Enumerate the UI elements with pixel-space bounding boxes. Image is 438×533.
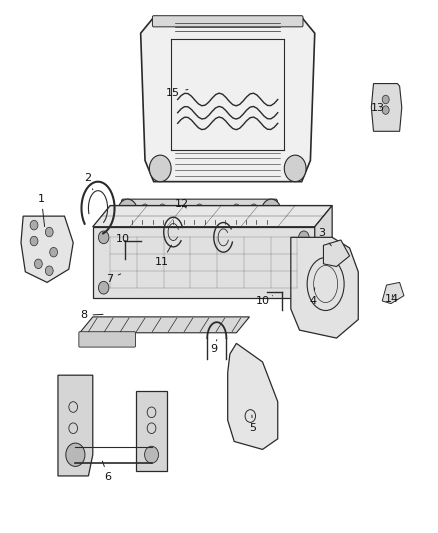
- Circle shape: [49, 247, 57, 257]
- Circle shape: [145, 446, 159, 463]
- Circle shape: [251, 204, 257, 213]
- Circle shape: [284, 155, 306, 182]
- Circle shape: [299, 231, 309, 244]
- Circle shape: [299, 281, 309, 294]
- Circle shape: [141, 204, 148, 213]
- Circle shape: [159, 204, 166, 213]
- Circle shape: [196, 204, 203, 213]
- Text: 10: 10: [255, 296, 272, 306]
- Circle shape: [118, 199, 137, 222]
- Polygon shape: [58, 375, 93, 476]
- Circle shape: [382, 106, 389, 114]
- Text: 11: 11: [155, 245, 172, 267]
- Circle shape: [46, 266, 53, 276]
- Text: 12: 12: [175, 199, 189, 209]
- Text: 13: 13: [371, 103, 385, 114]
- Circle shape: [30, 236, 38, 246]
- Text: 7: 7: [106, 273, 121, 284]
- Polygon shape: [382, 282, 404, 304]
- Polygon shape: [136, 391, 167, 471]
- Polygon shape: [291, 237, 358, 338]
- Circle shape: [382, 95, 389, 104]
- Text: 9: 9: [210, 340, 217, 354]
- Text: 5: 5: [250, 415, 256, 433]
- Circle shape: [149, 155, 171, 182]
- Circle shape: [35, 259, 42, 269]
- Text: 4: 4: [309, 288, 316, 306]
- Polygon shape: [315, 206, 332, 298]
- Text: 10: 10: [115, 234, 129, 244]
- Circle shape: [99, 231, 109, 244]
- Circle shape: [30, 220, 38, 230]
- Text: 1: 1: [38, 193, 45, 227]
- Polygon shape: [141, 17, 315, 182]
- Text: 6: 6: [102, 461, 112, 482]
- Circle shape: [233, 204, 240, 213]
- Polygon shape: [228, 343, 278, 449]
- FancyBboxPatch shape: [79, 332, 135, 347]
- Circle shape: [66, 443, 85, 466]
- Circle shape: [261, 199, 281, 222]
- Text: 8: 8: [81, 310, 103, 320]
- FancyBboxPatch shape: [121, 199, 277, 222]
- Circle shape: [99, 281, 109, 294]
- Circle shape: [46, 227, 53, 237]
- Text: 15: 15: [166, 87, 188, 98]
- Polygon shape: [21, 216, 73, 282]
- Polygon shape: [93, 206, 332, 227]
- Text: 3: 3: [318, 228, 331, 246]
- Polygon shape: [371, 84, 402, 131]
- Polygon shape: [93, 227, 315, 298]
- FancyBboxPatch shape: [152, 15, 303, 27]
- Text: 14: 14: [385, 294, 399, 304]
- Polygon shape: [80, 317, 250, 333]
- Text: 2: 2: [84, 173, 93, 190]
- Polygon shape: [323, 240, 350, 266]
